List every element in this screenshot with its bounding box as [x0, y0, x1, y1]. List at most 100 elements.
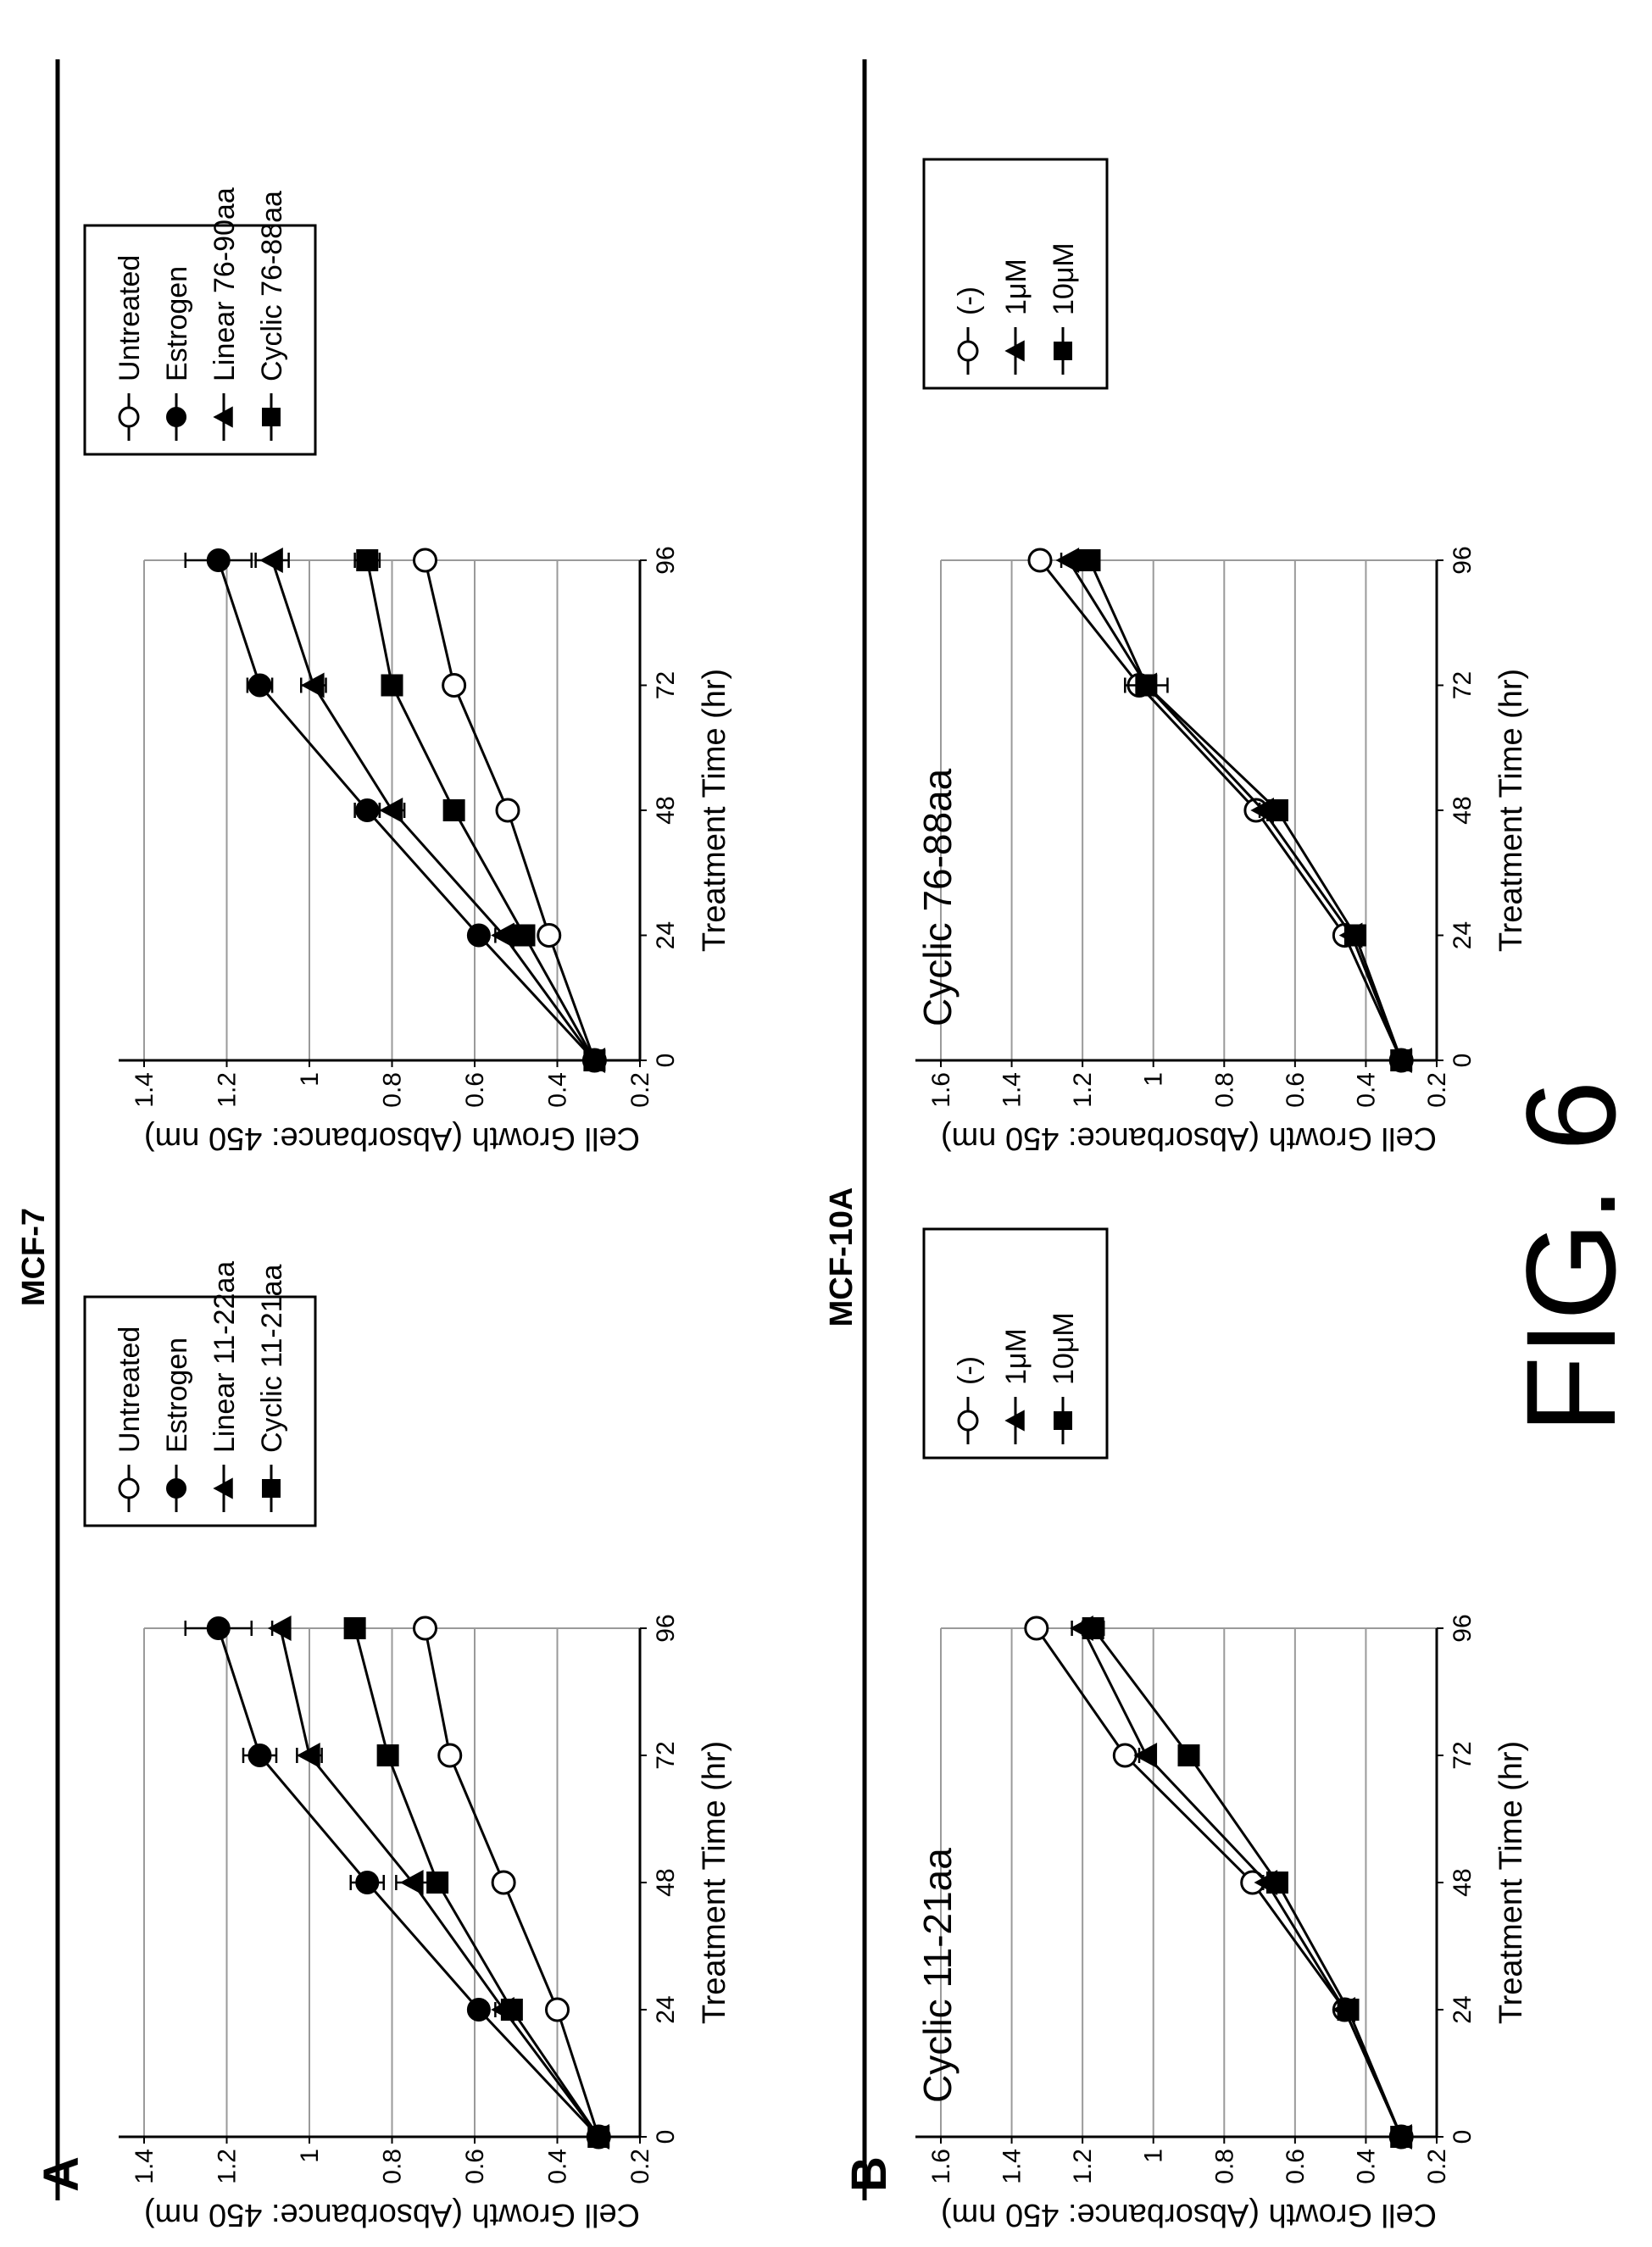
legend-marker [167, 1479, 186, 1498]
y-tick-label: 1.4 [998, 1072, 1026, 1108]
legend: UntreatedEstrogenLinear 76-90aaCyclic 76… [85, 187, 315, 454]
x-tick-label: 96 [1449, 546, 1477, 574]
y-tick-label: 0.2 [1423, 1072, 1451, 1108]
y-tick-label: 1 [296, 2149, 324, 2163]
legend-label: Estrogen [161, 266, 193, 381]
y-tick-label: 1.6 [927, 1072, 955, 1108]
data-point [587, 2126, 609, 2148]
legend-label: 10μM [1048, 1312, 1080, 1385]
chart-panel-b1: 0.20.40.60.811.21.41.6024487296Treatment… [915, 1229, 1529, 2233]
x-tick-label: 24 [1449, 1995, 1477, 2023]
data-point [249, 1744, 271, 1766]
legend-label: Estrogen [161, 1338, 193, 1453]
y-tick-label: 1.2 [214, 2149, 242, 2184]
x-tick-label: 96 [652, 546, 680, 574]
y-tick-label: 0.8 [1210, 2149, 1238, 2184]
y-tick-label: 0.6 [461, 2149, 489, 2184]
legend-marker [262, 408, 281, 426]
x-tick-label: 96 [1449, 1614, 1477, 1642]
data-point [1029, 549, 1051, 571]
legend-label: (-) [953, 286, 985, 315]
data-point [1133, 1743, 1157, 1768]
legend-marker [120, 1479, 138, 1498]
legend-marker [1054, 342, 1072, 360]
x-tick-label: 0 [652, 1054, 680, 1068]
data-point [514, 925, 536, 947]
figure-label: FIG. 6 [1499, 1081, 1642, 1434]
y-tick-label: 1.6 [927, 2149, 955, 2184]
data-point [1079, 549, 1101, 571]
legend: (-)1μM10μM [924, 1229, 1107, 1458]
legend-label: 1μM [1000, 1328, 1032, 1385]
data-point [443, 799, 465, 821]
data-point [380, 798, 403, 823]
chart-panel-a2: 0.20.40.60.811.21.4024487296Treatment Ti… [85, 187, 732, 1156]
data-point [583, 1049, 605, 1071]
x-tick-label: 24 [652, 1995, 680, 2023]
x-tick-label: 72 [652, 1741, 680, 1769]
y-tick-label: 0.6 [461, 1072, 489, 1108]
data-point [1338, 1999, 1360, 2021]
data-point [492, 1872, 515, 1894]
legend-marker [1054, 1411, 1072, 1430]
data-point [400, 1870, 424, 1895]
data-point [501, 1999, 523, 2021]
x-tick-label: 48 [1449, 796, 1477, 824]
x-axis-title: Treatment Time (hr) [1493, 669, 1529, 952]
legend-label: Untreated [114, 1327, 146, 1453]
panel-annotation: Cyclic 76-88aa [915, 768, 959, 1026]
series-2 [256, 548, 605, 1073]
data-point [268, 1616, 292, 1641]
x-tick-label: 48 [1449, 1868, 1477, 1896]
y-tick-label: 0.8 [379, 1072, 407, 1108]
series-line [219, 560, 595, 1060]
data-point [1390, 2126, 1412, 2148]
series-0 [1029, 549, 1412, 1071]
panel-letter-b: B [842, 2156, 897, 2192]
data-point [1026, 1617, 1048, 1639]
x-tick-label: 96 [652, 1614, 680, 1642]
panel-annotation: Cyclic 11-21aa [915, 1848, 959, 2103]
y-tick-label: 0.4 [1352, 1072, 1380, 1108]
data-point [414, 1617, 437, 1639]
y-tick-label: 1 [1140, 2149, 1168, 2163]
x-tick-label: 0 [1449, 1054, 1477, 1068]
data-point [538, 925, 560, 947]
y-axis-title: Cell Growth (Absorbance: 450 nm) [144, 2197, 640, 2233]
x-tick-label: 0 [1449, 2130, 1477, 2144]
y-tick-label: 1.4 [998, 2149, 1026, 2184]
data-point [1266, 1872, 1288, 1894]
y-tick-label: 1.2 [214, 1072, 242, 1108]
y-tick-label: 1.4 [131, 2149, 159, 2184]
series-1 [1055, 548, 1411, 1073]
section-title-mcf7: MCF-7 [16, 1208, 52, 1306]
data-point [249, 675, 271, 697]
legend-label: Linear 11-22aa [209, 1261, 241, 1453]
data-point [1135, 675, 1157, 697]
data-point [547, 1999, 569, 2021]
y-tick-label: 1 [1140, 1072, 1168, 1087]
y-tick-label: 0.4 [544, 2149, 572, 2184]
legend-marker [959, 1411, 977, 1430]
y-axis-title: Cell Growth (Absorbance: 450 nm) [941, 2197, 1437, 2233]
data-point [208, 549, 230, 571]
y-tick-label: 1.2 [1069, 1072, 1097, 1108]
data-point [497, 799, 519, 821]
section-title-mcf10a: MCF-10A [824, 1187, 859, 1327]
x-axis-title: Treatment Time (hr) [697, 669, 732, 952]
data-point [356, 799, 378, 821]
legend-marker [959, 342, 977, 360]
legend: (-)1μM10μM [924, 159, 1107, 388]
x-axis-title: Treatment Time (hr) [697, 1741, 732, 2024]
data-point [426, 1872, 448, 1894]
legend-marker [167, 408, 186, 426]
x-axis-title: Treatment Time (hr) [1493, 1741, 1529, 2024]
y-tick-label: 1.2 [1069, 2149, 1097, 2184]
x-tick-label: 72 [1449, 1741, 1477, 1769]
x-tick-label: 48 [652, 1868, 680, 1896]
data-point [208, 1617, 230, 1639]
series-0 [414, 549, 606, 1071]
data-point [468, 925, 490, 947]
